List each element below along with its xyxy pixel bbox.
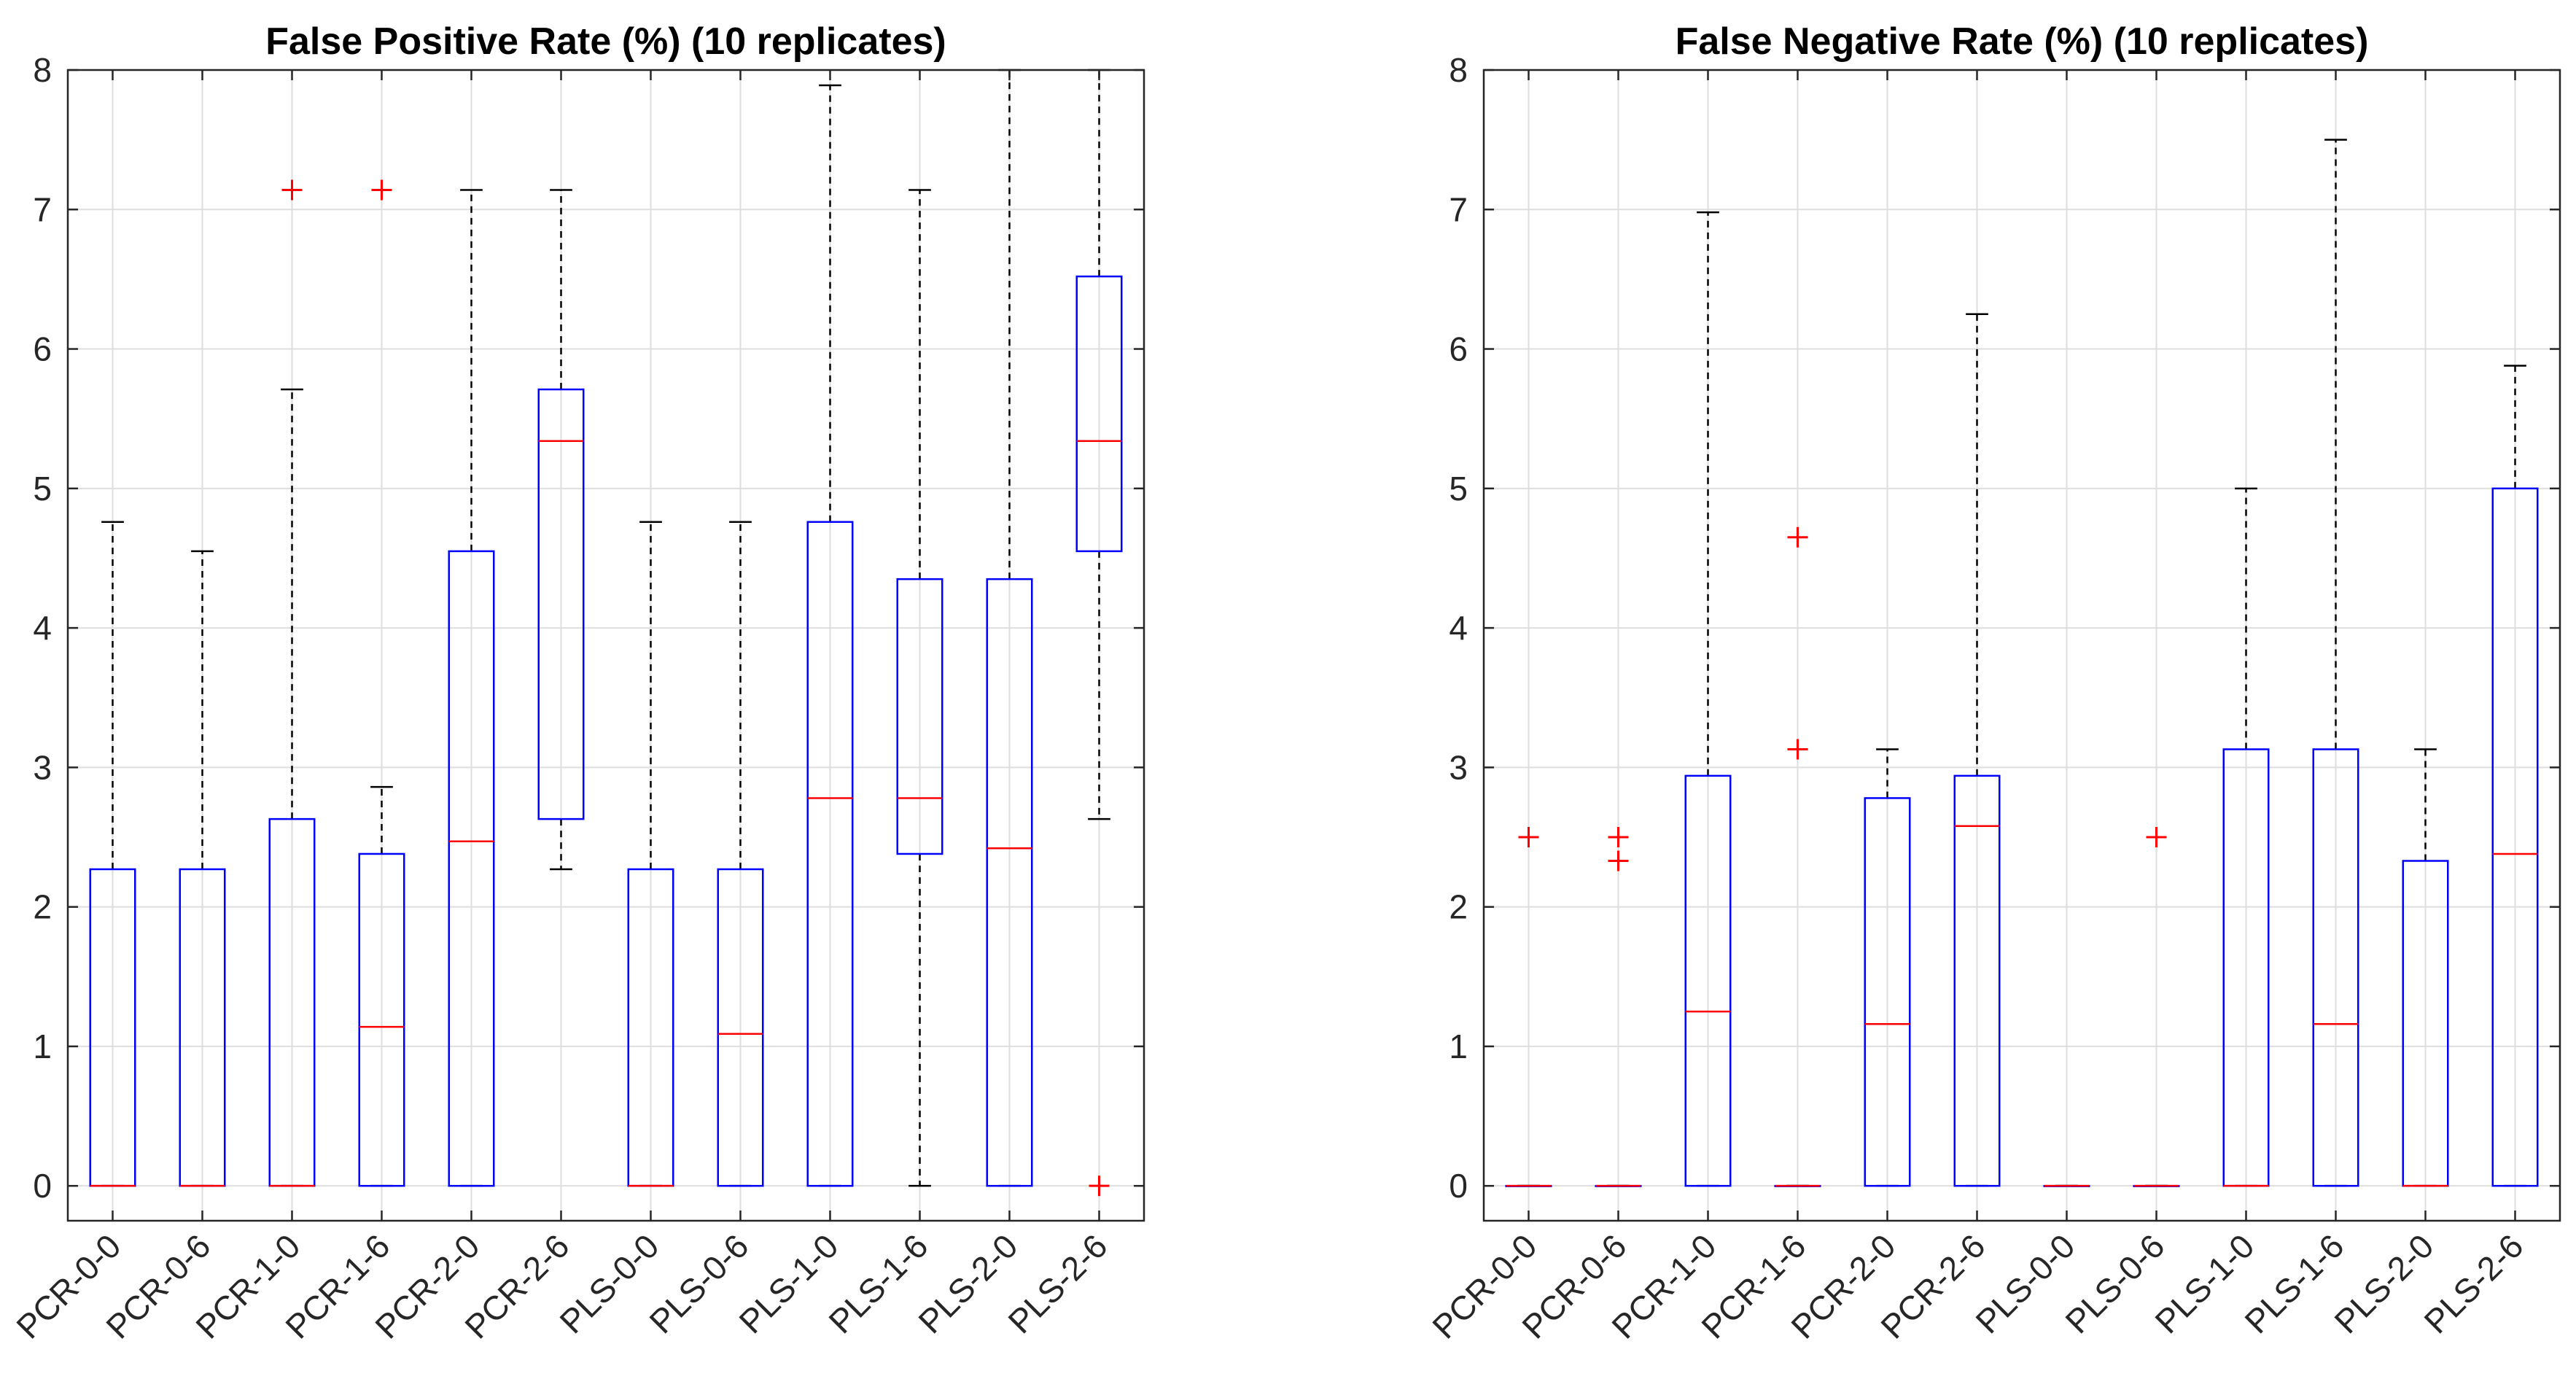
y-tick-label: 3 (1449, 748, 1468, 786)
iqr-box (1075, 275, 1123, 553)
box-pcr-1-6 (358, 179, 405, 1187)
box-pls-1-0 (2222, 487, 2270, 1187)
y-tick-label: 4 (33, 609, 52, 647)
iqr-box (806, 521, 854, 1187)
iqr-box (1864, 797, 1911, 1187)
outlier-marker (1608, 850, 1629, 871)
box-pcr-0-0 (89, 521, 136, 1187)
plot-area (1484, 70, 2560, 1221)
iqr-box (896, 578, 943, 855)
y-tick-label: 6 (1449, 330, 1468, 368)
box-pls-0-6 (2133, 827, 2180, 1187)
y-tick-label: 2 (1449, 888, 1468, 926)
axes-frame (66, 69, 1145, 1222)
outlier-marker (1089, 1176, 1110, 1197)
box-pcr-1-6 (1774, 527, 1821, 1187)
box-pls-0-0 (627, 521, 674, 1187)
y-tick-label: 1 (33, 1027, 52, 1065)
box-pls-2-0 (2402, 748, 2449, 1187)
y-tick-label: 1 (1449, 1027, 1468, 1065)
iqr-box (1953, 774, 2001, 1187)
iqr-box (2491, 487, 2539, 1187)
outlier-marker (371, 179, 392, 201)
outlier-marker (1608, 827, 1629, 847)
box-pls-1-6 (896, 189, 943, 1187)
y-tick-label: 7 (33, 190, 52, 228)
box-pls-2-6 (2491, 365, 2539, 1187)
false-negative-rate-chart: False Negative Rate (%) (10 replicates) … (1425, 20, 2561, 1346)
y-tick-label: 6 (33, 330, 52, 368)
y-tick-label: 2 (33, 888, 52, 926)
box-pls-0-6 (717, 521, 764, 1187)
iqr-box (1684, 774, 1732, 1187)
outlier-marker (1787, 527, 1808, 548)
box-pcr-0-6 (1595, 827, 1642, 1187)
box-pcr-1-0 (268, 179, 316, 1187)
iqr-box (537, 388, 585, 820)
y-tick-label: 4 (1449, 609, 1468, 647)
iqr-box (986, 578, 1033, 1187)
box-pcr-2-6 (1953, 313, 2001, 1187)
y-tick-label: 5 (1449, 470, 1468, 508)
false-positive-rate-chart: False Positive Rate (%) (10 replicates) … (9, 20, 1145, 1346)
y-tick-label: 0 (1449, 1167, 1468, 1205)
axes-frame (1482, 69, 2561, 1222)
iqr-box (358, 852, 405, 1187)
y-tick-label: 7 (1449, 190, 1468, 228)
chart-title: False Negative Rate (%) (10 replicates) (1676, 20, 2369, 63)
plot-area (68, 70, 1144, 1221)
box-pcr-0-0 (1505, 827, 1552, 1187)
box-pls-1-6 (2312, 139, 2359, 1187)
outlier-marker (1787, 739, 1808, 760)
y-tick-label: 3 (33, 748, 52, 786)
iqr-box (717, 868, 764, 1187)
outlier-marker (1518, 827, 1539, 847)
iqr-box (448, 550, 495, 1187)
box-pcr-2-6 (537, 189, 585, 871)
box-pcr-2-0 (1864, 748, 1911, 1187)
iqr-box (2312, 748, 2359, 1187)
box-pls-1-0 (806, 84, 854, 1187)
box-pcr-1-0 (1684, 211, 1732, 1187)
y-tick-label: 8 (1449, 51, 1468, 89)
chart-title: False Positive Rate (%) (10 replicates) (265, 20, 946, 63)
y-tick-label: 0 (33, 1167, 52, 1205)
outlier-marker (281, 179, 303, 201)
box-pcr-2-0 (448, 189, 495, 1187)
outlier-marker (2146, 827, 2167, 847)
box-pcr-0-6 (179, 550, 226, 1187)
y-tick-label: 5 (33, 470, 52, 508)
y-tick-label: 8 (33, 51, 52, 89)
